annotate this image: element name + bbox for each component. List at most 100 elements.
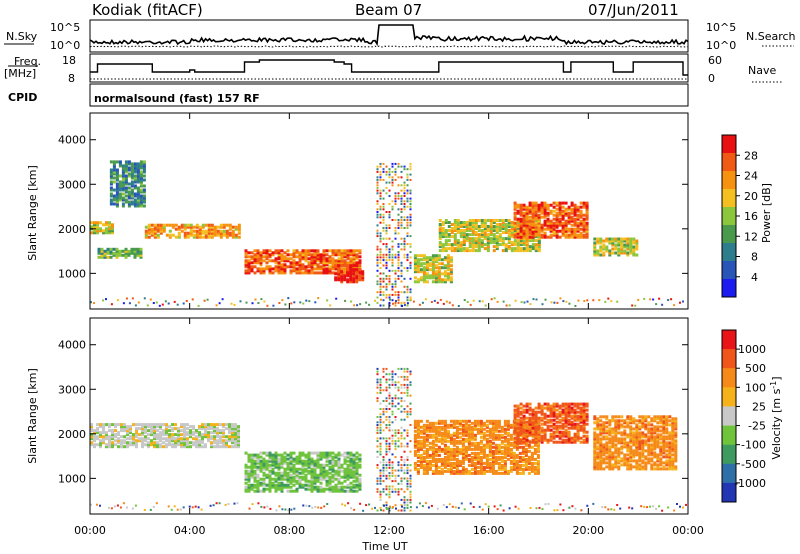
heatmap-cell [406, 259, 409, 262]
heatmap-cell [171, 223, 175, 227]
heatmap-cell [325, 471, 329, 475]
heatmap-cell [168, 235, 172, 239]
heatmap-cell [403, 291, 406, 294]
heatmap-cell [358, 274, 362, 278]
heatmap-cell [452, 423, 456, 427]
heatmap-cell [531, 426, 535, 430]
heatmap-cell [174, 433, 177, 437]
heatmap-cell [476, 447, 480, 451]
heatmap-cell [382, 227, 385, 229]
heatmap-cell [124, 164, 128, 168]
heatmap-cell [482, 455, 486, 459]
heatmap-cell [121, 253, 125, 257]
heatmap-cell [464, 467, 468, 471]
heatmap-cell [500, 457, 504, 461]
heatmap-cell [325, 473, 329, 477]
heatmap-cell [201, 435, 204, 439]
heatmap-cell [564, 223, 568, 227]
heatmap-cell [464, 431, 468, 435]
heatmap-cell [331, 485, 335, 489]
heatmap-cell [120, 423, 123, 427]
heatmap-cell [343, 471, 347, 475]
heatmap-cell [409, 251, 412, 254]
heatmap-cell [522, 239, 526, 243]
heatmap-cell [495, 223, 499, 226]
heatmap-cell [596, 239, 600, 243]
heatmap-cell [585, 404, 589, 408]
heatmap-cell [512, 457, 516, 461]
heatmap-cell [573, 414, 577, 418]
heatmap-cell [192, 441, 195, 445]
heatmap-cell [343, 251, 347, 255]
heatmap-cell [437, 447, 441, 451]
heatmap-cell [292, 261, 296, 265]
heatmap-cell [96, 221, 99, 225]
heatmap-cell [585, 414, 589, 418]
heatmap-cell [277, 255, 281, 259]
heatmap-cell [413, 256, 417, 260]
heatmap-cell [444, 221, 448, 224]
heatmap-cell [503, 471, 507, 475]
heatmap-cell [519, 247, 523, 251]
heatmap-cell [416, 469, 420, 473]
heatmap-cell [525, 221, 529, 225]
heatmap-cell [340, 489, 344, 493]
heatmap-cell [422, 276, 426, 280]
heatmap-cell [298, 269, 302, 273]
heatmap-cell [534, 422, 538, 426]
heatmap-cell [328, 461, 332, 465]
heatmap-cell [513, 241, 517, 245]
heatmap-cell [256, 269, 260, 273]
heatmap-cell [528, 239, 532, 243]
heatmap-cell [434, 264, 438, 268]
heatmap-cell [573, 422, 577, 426]
heatmap-cell [277, 253, 281, 257]
heatmap-cell [108, 443, 111, 447]
heatmap-cell [379, 170, 382, 173]
heatmap-cell [596, 457, 600, 461]
heatmap-cell [177, 235, 181, 239]
heatmap-cell [207, 229, 211, 233]
heatmap-cell [237, 431, 240, 435]
heatmap-cell [531, 239, 535, 243]
heatmap-cell [376, 178, 379, 181]
heatmap-cell [349, 257, 353, 261]
heatmap-cell [416, 453, 420, 457]
heatmap-cell [349, 276, 353, 280]
heatmap-cell [447, 243, 451, 247]
heatmap-cell [295, 487, 299, 491]
heatmap-cell [304, 249, 308, 253]
heatmap-cell [198, 443, 201, 447]
heatmap-cell [237, 443, 240, 447]
heatmap-cell [379, 178, 382, 181]
heatmap-cell [521, 447, 525, 451]
heatmap-cell [121, 204, 125, 208]
heatmap-cell [304, 271, 308, 275]
heatmap-cell [509, 423, 513, 427]
heatmap-cell [462, 235, 466, 239]
heatmap-cell [473, 423, 477, 427]
heatmap-cell [443, 431, 447, 435]
heatmap-cell [582, 219, 586, 223]
heatmap-cell [543, 205, 547, 209]
heatmap-cell [307, 251, 311, 255]
heatmap-cell [476, 451, 480, 455]
heatmap-cell [489, 233, 493, 237]
heatmap-cell [413, 276, 417, 280]
heatmap-cell [292, 451, 296, 455]
heatmap-cell [474, 237, 478, 241]
heatmap-cell [546, 402, 550, 406]
heatmap-cell [280, 475, 284, 479]
heatmap-cell [391, 178, 394, 181]
heatmap-cell [510, 247, 514, 251]
heatmap-cell [231, 425, 234, 429]
heatmap-cell [579, 205, 583, 209]
heatmap-cell [376, 192, 379, 195]
heatmap-cell [447, 235, 451, 239]
heatmap-cell [440, 441, 444, 445]
heatmap-cell [564, 416, 568, 420]
heatmap-cell [400, 189, 403, 192]
heatmap-cell [617, 239, 621, 243]
heatmap-cell [602, 425, 606, 429]
heatmap-cell [501, 221, 505, 224]
